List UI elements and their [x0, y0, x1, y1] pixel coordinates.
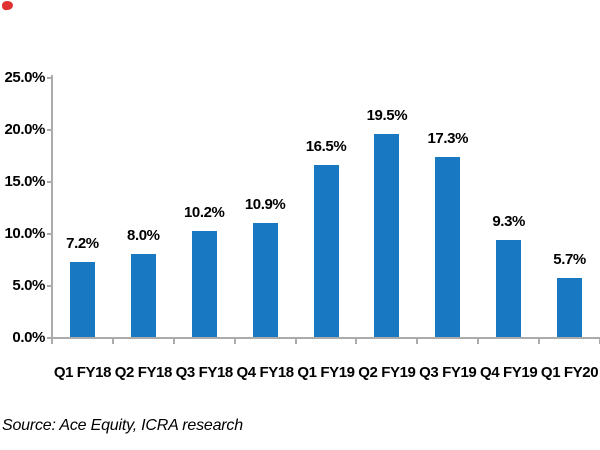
x-tick — [111, 339, 114, 344]
bar-value-label: 17.3% — [427, 129, 469, 147]
bar — [435, 156, 461, 337]
x-tick-label: Q1 FY19 — [297, 364, 355, 381]
y-tick-label: 5.0% — [12, 276, 45, 294]
y-tick — [47, 232, 52, 235]
y-tick-label: 20.0% — [4, 120, 45, 138]
bar — [313, 165, 339, 337]
x-tick — [51, 339, 53, 344]
y-axis-line — [51, 75, 53, 339]
x-tick — [294, 339, 297, 344]
x-tick-label: Q4 FY19 — [480, 364, 538, 381]
bar — [69, 261, 95, 337]
bar-value-label: 8.0% — [127, 226, 160, 244]
y-tick — [47, 180, 52, 183]
x-tick — [538, 339, 541, 344]
bar — [374, 133, 400, 337]
y-tick — [47, 284, 52, 287]
y-tick-label: 0.0% — [12, 329, 45, 346]
x-tick-label: Q2 FY19 — [358, 364, 416, 381]
bar — [252, 223, 278, 337]
x-tick — [416, 339, 419, 344]
bar-value-label: 16.5% — [305, 138, 347, 156]
y-tick — [47, 128, 52, 131]
y-tick — [47, 337, 52, 339]
bar-value-label: 5.7% — [553, 250, 586, 268]
x-tick-label: Q3 FY18 — [175, 364, 234, 381]
x-tick — [233, 339, 236, 344]
y-tick-label: 10.0% — [4, 224, 45, 242]
x-tick — [172, 339, 175, 344]
y-tick — [47, 76, 52, 79]
y-tick-label: 15.0% — [4, 172, 45, 190]
bar — [191, 230, 217, 337]
x-tick — [355, 339, 358, 344]
bar — [130, 253, 156, 337]
x-tick-label: Q2 FY18 — [114, 364, 173, 381]
bar-value-label: 7.2% — [66, 234, 99, 252]
x-tick — [477, 339, 480, 344]
bar — [557, 277, 583, 337]
x-tick-label: Q1 FY18 — [53, 364, 112, 381]
y-tick-label: 25.0% — [4, 68, 45, 86]
bar-value-label: 10.2% — [183, 203, 225, 221]
x-tick-label: Q3 FY19 — [419, 364, 477, 381]
bar — [496, 240, 522, 337]
source-caption: Source: Ace Equity, ICRA research — [2, 417, 243, 434]
x-tick-label: Q1 FY20 — [540, 364, 599, 381]
x-axis-line — [51, 337, 600, 339]
bar-value-label: 9.3% — [492, 213, 525, 231]
bar-value-label: 10.9% — [244, 196, 286, 214]
x-tick-label: Q4 FY18 — [236, 364, 294, 381]
bar-value-label: 19.5% — [366, 106, 408, 124]
